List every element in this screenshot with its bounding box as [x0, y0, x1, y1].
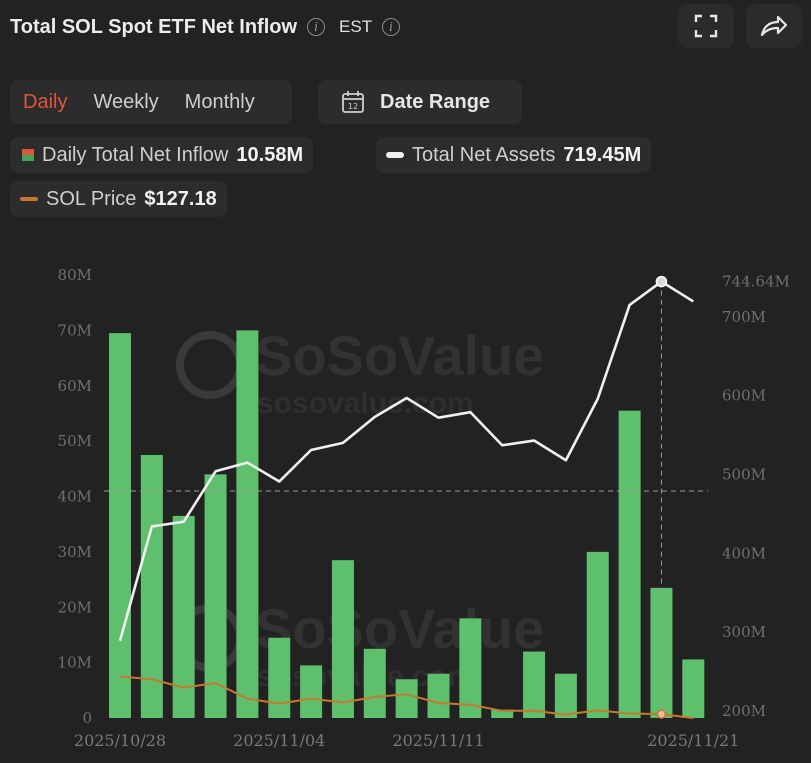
right-tick-label: 500M	[722, 465, 766, 483]
inflow-swatch	[22, 149, 34, 161]
tab-weekly[interactable]: Weekly	[93, 90, 159, 113]
inflow-bar	[554, 673, 577, 718]
left-tick-label: 10M	[58, 654, 92, 672]
inflow-bar	[363, 648, 386, 718]
right-tick-label: 200M	[722, 702, 766, 720]
legend-assets-value: 719.45M	[563, 143, 642, 166]
legend-inflow-label: Daily Total Net Inflow	[42, 143, 229, 166]
assets-swatch	[386, 152, 404, 158]
legend-price-label: SOL Price	[46, 187, 137, 210]
legend-price[interactable]: SOL Price $127.18	[10, 181, 227, 217]
chart-title: Total SOL Spot ETF Net Inflow	[10, 15, 298, 38]
inflow-bar	[618, 410, 641, 718]
info-icon[interactable]: i	[307, 18, 326, 36]
assets-line	[118, 280, 694, 642]
inflow-bar	[300, 665, 323, 718]
timezone-info-icon[interactable]: i	[382, 18, 401, 36]
tab-daily[interactable]: Daily	[23, 90, 68, 113]
calendar-icon-number: 12	[348, 102, 358, 111]
price-swatch	[20, 197, 38, 201]
x-axis: 2025/10/28 2025/11/04 2025/11/11 2025/11/21	[74, 731, 740, 750]
left-tick-label: 80M	[58, 266, 92, 284]
x-tick-label: 2025/11/04	[233, 731, 325, 750]
inflow-bar	[682, 659, 705, 718]
left-tick-label: 30M	[58, 543, 92, 561]
inflow-bar	[427, 673, 450, 718]
share-button[interactable]	[746, 4, 802, 48]
watermark-logo-icon	[176, 331, 244, 399]
inflow-bar	[236, 330, 259, 718]
inflow-bar	[109, 333, 131, 718]
right-tick-label: 600M	[722, 387, 766, 405]
fullscreen-button[interactable]	[678, 4, 734, 48]
assets-highlight-point	[655, 275, 668, 288]
chart-canvas: SoSoValuesosovalue.comSoSoValuesosovalue…	[58, 266, 790, 750]
watermarks: SoSoValuesosovalue.comSoSoValuesosovalue…	[176, 324, 544, 693]
timezone-label: EST	[339, 17, 373, 36]
date-range-button[interactable]: 12 Date Range	[318, 80, 522, 124]
share-icon	[760, 15, 788, 37]
legend-assets[interactable]: Total Net Assets 719.45M	[376, 137, 652, 173]
left-tick-label: 40M	[58, 488, 92, 506]
legend-inflow[interactable]: Daily Total Net Inflow 10.58M	[10, 137, 314, 173]
inflow-bar	[491, 709, 514, 718]
left-tick-label: 70M	[58, 321, 92, 339]
price-highlight-point	[656, 709, 667, 719]
right-max-label: 744.64M	[722, 273, 790, 291]
inflow-bar	[586, 551, 609, 718]
inflow-bar	[331, 560, 354, 718]
right-tick-label: 400M	[722, 544, 766, 562]
watermark-brand: SoSoValue	[255, 324, 544, 387]
left-tick-label: 0	[82, 709, 92, 727]
right-tick-label: 300M	[722, 623, 766, 641]
left-tick-label: 60M	[58, 377, 92, 395]
calendar-icon: 12	[342, 91, 364, 113]
inflow-bar	[395, 679, 418, 718]
legend-inflow-value: 10.58M	[236, 143, 304, 166]
watermark-url: sosovalue.com	[257, 387, 474, 420]
date-range-label: Date Range	[380, 90, 491, 113]
x-tick-label: 2025/10/28	[74, 731, 166, 750]
right-axis: 200M 300M 400M 500M 600M 700M 744.64M	[722, 273, 790, 720]
inflow-bar	[459, 618, 482, 718]
fullscreen-icon	[694, 14, 718, 38]
inflow-bar	[523, 651, 546, 718]
tab-monthly[interactable]: Monthly	[184, 90, 255, 113]
right-tick-label: 700M	[722, 308, 766, 326]
left-axis: 0 10M 20M 30M 40M 50M 60M 70M 80M	[58, 266, 92, 727]
x-tick-label: 2025/11/11	[392, 731, 484, 750]
legend-price-value: $127.18	[144, 187, 217, 210]
price-line	[119, 675, 694, 719]
x-tick-label: 2025/11/21	[647, 731, 739, 750]
period-tabs: Daily Weekly Monthly	[10, 80, 292, 124]
left-tick-label: 50M	[58, 432, 92, 450]
inflow-bar	[268, 637, 291, 718]
chart-header: Total SOL Spot ETF Net Inflow i EST i	[10, 10, 401, 44]
watermark-brand: SoSoValue	[255, 597, 544, 660]
inflow-bar	[204, 474, 227, 718]
left-tick-label: 20M	[58, 598, 92, 616]
series-lines	[118, 275, 694, 719]
inflow-bar	[140, 454, 163, 718]
inflow-bar	[172, 515, 195, 718]
reference-lines	[104, 281, 708, 718]
legend-assets-label: Total Net Assets	[412, 143, 556, 166]
